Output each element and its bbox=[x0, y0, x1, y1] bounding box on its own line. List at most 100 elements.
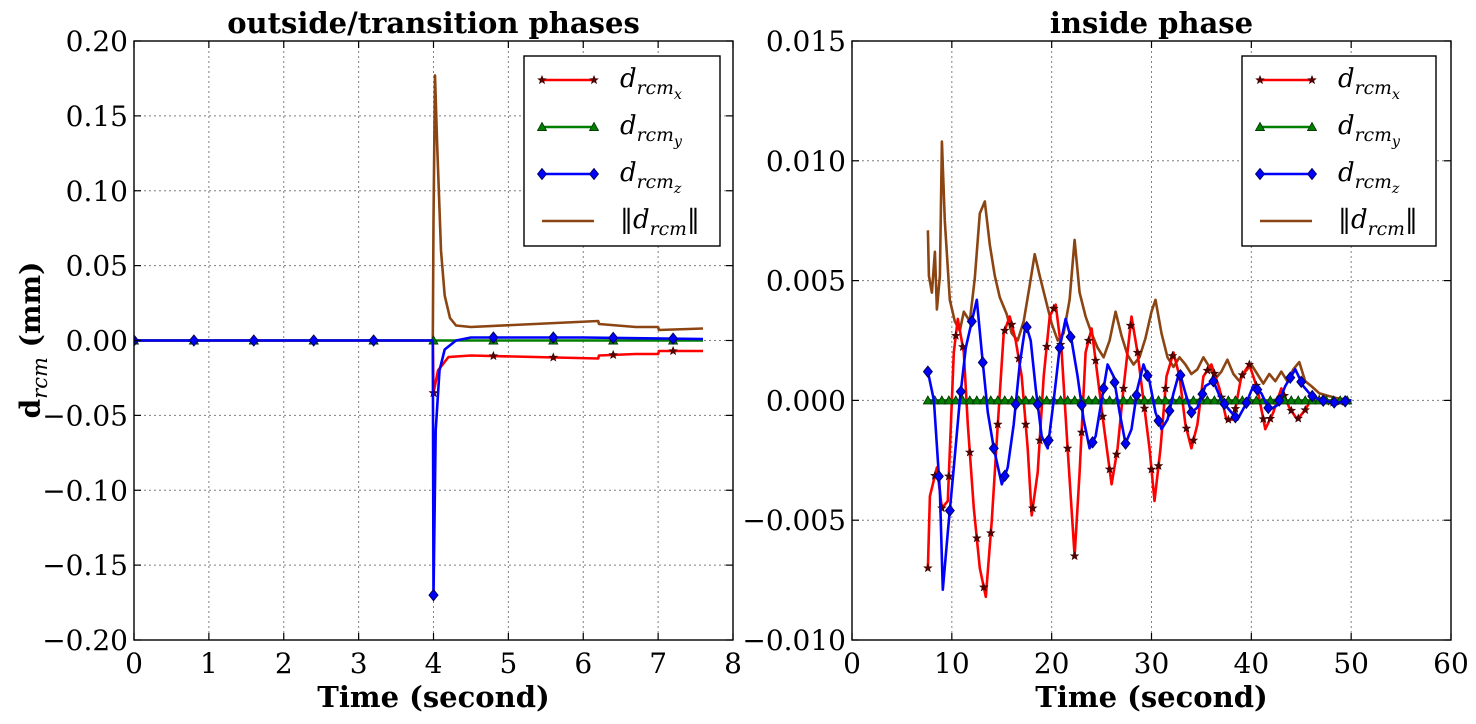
series-marker-z bbox=[1285, 371, 1296, 384]
series-marker-x bbox=[1167, 350, 1178, 360]
series-marker-x bbox=[1209, 368, 1220, 378]
legend-label-x: drcmx bbox=[1338, 64, 1400, 103]
legend-label-norm-tail: ‖ bbox=[687, 205, 700, 235]
legend-label-y-base: d bbox=[620, 111, 637, 141]
legend-marker-x bbox=[589, 75, 599, 85]
series-marker-z bbox=[1043, 434, 1054, 447]
legend-label-norm-sub: rcm bbox=[650, 219, 687, 240]
legend-marker-x bbox=[537, 75, 547, 85]
legend-marker-z bbox=[1254, 167, 1266, 181]
series-marker-y bbox=[1188, 395, 1199, 405]
series-marker-y bbox=[1055, 395, 1066, 405]
legend-label-y-sub: rcm bbox=[637, 125, 674, 146]
series-marker-x bbox=[985, 527, 996, 538]
legend-label-y-base: d bbox=[1338, 111, 1355, 141]
chart-title: inside phase bbox=[1050, 6, 1253, 40]
legend-label-norm-sub: rcm bbox=[1368, 219, 1405, 240]
series-marker-x bbox=[1076, 427, 1087, 437]
series-marker-y bbox=[1174, 395, 1185, 405]
series-marker-x bbox=[1286, 405, 1297, 415]
y-axis-label-text: drcm (mm) bbox=[14, 262, 52, 419]
legend-label-z-sub: rcm bbox=[1355, 172, 1392, 193]
series-marker-x bbox=[978, 582, 989, 592]
legend-marker-x bbox=[1307, 75, 1317, 85]
y-tick-label: 0.015 bbox=[766, 25, 846, 58]
series-marker-x bbox=[1230, 403, 1241, 413]
legend-label-x-subsub: x bbox=[674, 87, 682, 103]
legend-marker-y bbox=[1306, 121, 1318, 132]
series-marker-z bbox=[933, 469, 944, 483]
series-marker-x bbox=[1041, 341, 1052, 351]
x-tick-label: 8 bbox=[724, 647, 742, 680]
y-tick-label: −0.010 bbox=[742, 624, 846, 657]
series-marker-x bbox=[1153, 460, 1164, 470]
ticks: 0 1 2 3 4 5 6 7 8 −0.20 −0.15 −0.10 −0.05 0.00 0.05 0.1… bbox=[42, 25, 742, 680]
series-marker-y bbox=[943, 395, 955, 405]
legend-label-x-base: d bbox=[1338, 64, 1355, 94]
series-marker-z bbox=[668, 332, 679, 345]
series-marker-x bbox=[1160, 383, 1171, 393]
series-marker-x bbox=[1188, 435, 1199, 445]
series-marker-z bbox=[988, 442, 999, 455]
y-tick-label: 0.00 bbox=[66, 325, 128, 358]
y-tick-label: −0.15 bbox=[42, 549, 128, 582]
series-line-norm bbox=[134, 74, 704, 342]
y-axis-label-unit: (mm) bbox=[14, 262, 47, 358]
series-marker-z bbox=[1186, 406, 1197, 419]
y-tick-label: −0.005 bbox=[742, 504, 846, 537]
x-tick-label: 3 bbox=[350, 647, 368, 680]
series-marker-x bbox=[1293, 413, 1303, 423]
legend-label-y-sub: rcm bbox=[1355, 125, 1392, 146]
legend-entry-z: drcmz bbox=[1254, 158, 1400, 197]
series-norm bbox=[134, 74, 704, 342]
y-tick-label: 0.15 bbox=[66, 100, 128, 133]
series-marker-x bbox=[1181, 423, 1192, 433]
series-marker-z bbox=[1087, 436, 1098, 449]
legend-label-norm-base: ‖d bbox=[1338, 205, 1368, 235]
legend-entry-norm: ‖drcm‖ bbox=[1260, 205, 1418, 240]
legend-entry-x: drcmx bbox=[1255, 64, 1400, 103]
series-marker-x bbox=[1048, 303, 1059, 313]
series-marker-z bbox=[1142, 369, 1153, 382]
series-marker-z bbox=[608, 331, 619, 345]
legend-label-x: drcmx bbox=[620, 64, 682, 103]
series-marker-y bbox=[964, 395, 975, 405]
series-marker-x bbox=[1000, 325, 1010, 335]
series-marker-y bbox=[936, 395, 948, 405]
series-marker-x bbox=[1090, 355, 1101, 365]
y-tick-label: −0.05 bbox=[42, 399, 128, 432]
y-axis-label-main: d bbox=[14, 399, 47, 419]
series-marker-x bbox=[1118, 383, 1129, 393]
series-marker-x bbox=[1132, 347, 1143, 357]
series-marker-z bbox=[1263, 401, 1274, 415]
series-marker-x bbox=[1083, 335, 1094, 345]
legend-marker-y bbox=[536, 121, 548, 132]
series-marker-z bbox=[1021, 320, 1032, 334]
series-marker-y bbox=[1160, 395, 1171, 405]
legend-box bbox=[523, 55, 721, 247]
x-axis-label: Time (second) bbox=[1035, 680, 1267, 714]
series-marker-x bbox=[1244, 359, 1255, 369]
series-marker-y bbox=[1286, 395, 1297, 405]
x-tick-label: 10 bbox=[934, 647, 970, 680]
x-tick-label: 4 bbox=[425, 647, 443, 680]
series-marker-x bbox=[993, 419, 1003, 429]
y-tick-label: 0.10 bbox=[66, 175, 128, 208]
series-marker-y bbox=[1118, 395, 1129, 405]
legend-entry-y: drcmy bbox=[536, 111, 683, 150]
series-marker-z bbox=[1197, 387, 1208, 401]
series-marker-z bbox=[488, 331, 499, 344]
x-tick-label: 30 bbox=[1134, 647, 1170, 680]
x-tick-label: 2 bbox=[275, 647, 293, 680]
series-marker-y bbox=[1139, 395, 1150, 405]
series-marker-z bbox=[1241, 396, 1252, 410]
series-marker-y bbox=[1300, 395, 1311, 405]
series-marker-x bbox=[923, 563, 933, 573]
series-marker-x bbox=[1111, 449, 1122, 459]
series-marker-x bbox=[1027, 503, 1038, 513]
series-marker-z bbox=[1109, 376, 1120, 389]
series-marker-z bbox=[248, 334, 259, 347]
series-marker-z bbox=[1120, 437, 1131, 450]
legend-label-z-subsub: z bbox=[1391, 181, 1400, 197]
